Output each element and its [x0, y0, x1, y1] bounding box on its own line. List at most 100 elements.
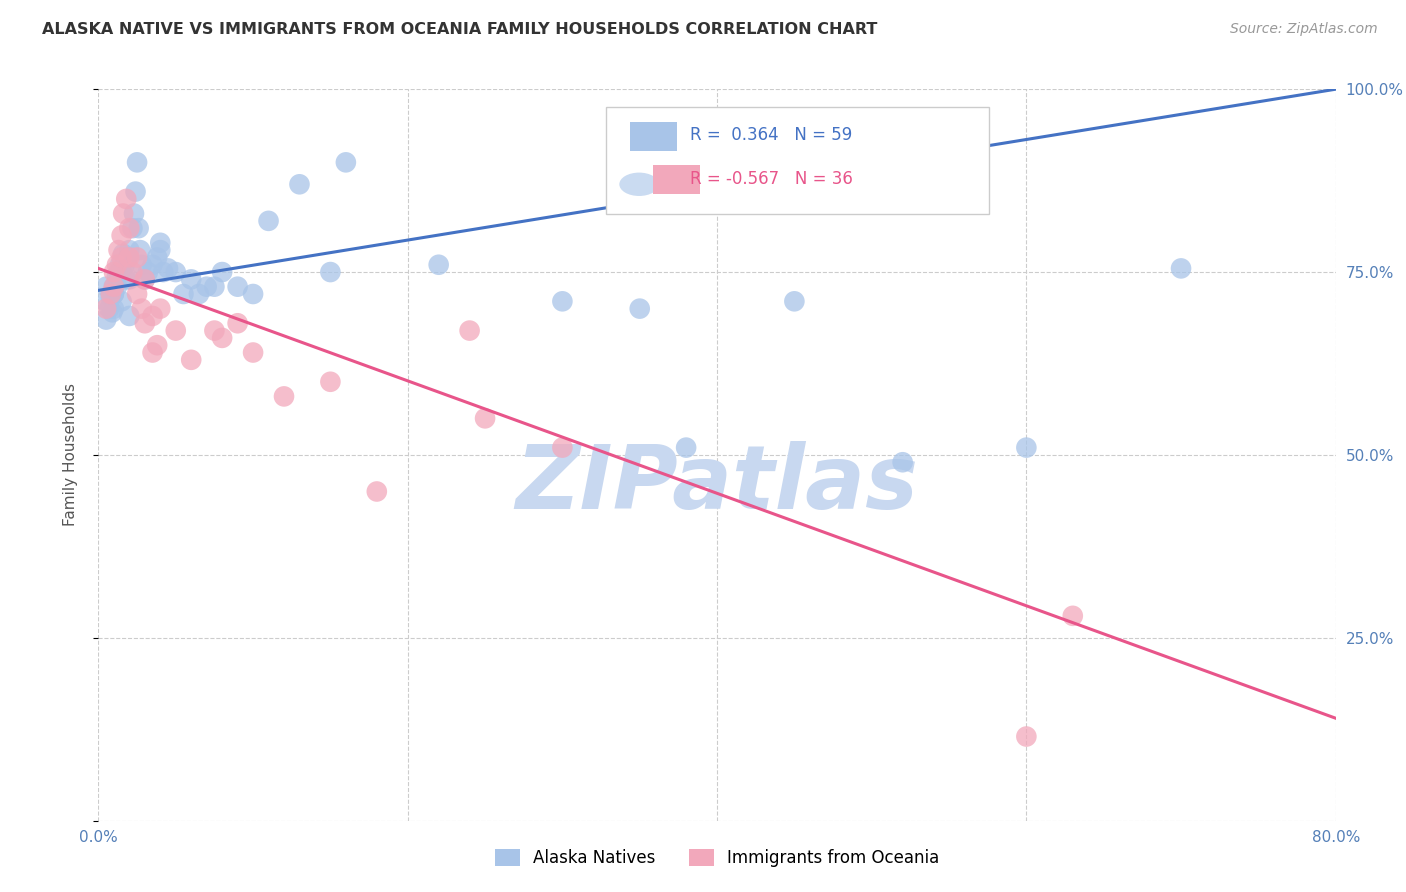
Point — [180, 352, 202, 367]
Point — [146, 338, 169, 352]
Point — [1062, 608, 1084, 623]
Point — [149, 243, 172, 257]
FancyBboxPatch shape — [606, 108, 990, 213]
Text: ALASKA NATIVE VS IMMIGRANTS FROM OCEANIA FAMILY HOUSEHOLDS CORRELATION CHART: ALASKA NATIVE VS IMMIGRANTS FROM OCEANIA… — [42, 22, 877, 37]
Text: R = -0.567   N = 36: R = -0.567 N = 36 — [690, 170, 852, 188]
Point — [118, 272, 141, 286]
Point — [103, 287, 125, 301]
Point — [474, 411, 496, 425]
Point — [152, 265, 174, 279]
Point — [427, 258, 450, 272]
Point — [111, 294, 134, 309]
Point — [100, 291, 122, 305]
Text: R =  0.364   N = 59: R = 0.364 N = 59 — [690, 127, 852, 145]
Point — [118, 221, 141, 235]
Point — [142, 309, 165, 323]
Point — [319, 375, 342, 389]
Point — [122, 206, 145, 220]
Text: Source: ZipAtlas.com: Source: ZipAtlas.com — [1230, 22, 1378, 37]
Point — [111, 261, 134, 276]
FancyBboxPatch shape — [652, 164, 700, 194]
Point — [96, 301, 118, 316]
Point — [149, 301, 172, 316]
Point — [103, 265, 125, 279]
Point — [319, 265, 342, 279]
Point — [118, 243, 141, 257]
Point — [136, 265, 159, 279]
Point — [783, 294, 806, 309]
Point — [242, 287, 264, 301]
Point — [134, 272, 156, 286]
Point — [149, 235, 172, 250]
Point — [118, 309, 141, 323]
Point — [105, 268, 128, 283]
Point — [131, 258, 153, 272]
Point — [111, 228, 134, 243]
Point — [96, 279, 118, 293]
Point — [891, 455, 914, 469]
Point — [165, 324, 187, 338]
Point — [127, 155, 149, 169]
Point — [366, 484, 388, 499]
Point — [105, 258, 128, 272]
Point — [117, 251, 139, 265]
Point — [103, 301, 125, 316]
Point — [134, 316, 156, 330]
Point — [112, 246, 135, 260]
Point — [551, 294, 574, 309]
Point — [458, 324, 481, 338]
Point — [103, 279, 125, 293]
Point — [188, 287, 211, 301]
Point — [121, 221, 143, 235]
Point — [211, 331, 233, 345]
Point — [107, 265, 129, 279]
Point — [273, 389, 295, 403]
Point — [335, 155, 357, 169]
Point — [108, 258, 131, 272]
Point — [288, 178, 311, 192]
Point — [195, 279, 218, 293]
Point — [146, 251, 169, 265]
FancyBboxPatch shape — [630, 122, 678, 152]
Point — [204, 324, 226, 338]
Y-axis label: Family Households: Family Households — [63, 384, 77, 526]
Point — [226, 279, 249, 293]
Point — [121, 265, 143, 279]
Point — [165, 265, 187, 279]
Point — [107, 243, 129, 257]
Point — [551, 441, 574, 455]
Point — [101, 305, 124, 319]
Point — [115, 272, 138, 286]
Text: ZIPatlas: ZIPatlas — [516, 441, 918, 528]
Point — [103, 287, 125, 301]
Point — [100, 287, 122, 301]
Point — [142, 345, 165, 359]
Point — [157, 261, 180, 276]
Point — [118, 251, 141, 265]
Point — [257, 214, 280, 228]
Point — [112, 206, 135, 220]
Point — [204, 279, 226, 293]
Point — [211, 265, 233, 279]
Point — [142, 258, 165, 272]
Point — [105, 279, 128, 293]
Point — [131, 301, 153, 316]
Point — [124, 185, 146, 199]
Point — [129, 243, 152, 257]
Point — [96, 312, 118, 326]
Point — [96, 294, 118, 309]
Point — [1170, 261, 1192, 276]
Point — [675, 441, 697, 455]
Point — [111, 251, 134, 265]
Point — [114, 258, 136, 272]
Point — [128, 221, 150, 235]
Legend: Alaska Natives, Immigrants from Oceania: Alaska Natives, Immigrants from Oceania — [495, 849, 939, 867]
Point — [173, 287, 195, 301]
Point — [98, 301, 121, 316]
Point — [628, 301, 651, 316]
Point — [242, 345, 264, 359]
Point — [1015, 441, 1038, 455]
Point — [127, 251, 149, 265]
Point — [103, 279, 125, 293]
Point — [1015, 730, 1038, 744]
